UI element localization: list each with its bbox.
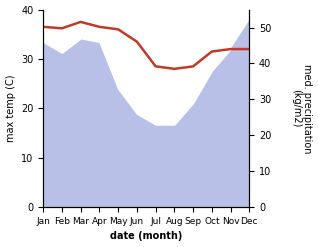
Y-axis label: max temp (C): max temp (C)	[5, 75, 16, 142]
X-axis label: date (month): date (month)	[110, 231, 183, 242]
Y-axis label: med. precipitation
(kg/m2): med. precipitation (kg/m2)	[291, 64, 313, 153]
